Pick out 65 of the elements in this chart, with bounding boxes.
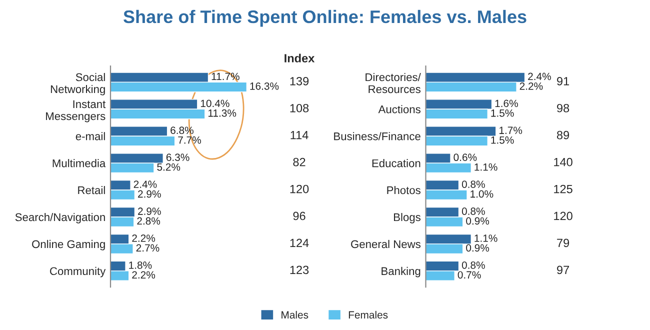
data-label: 1.5% <box>491 136 514 144</box>
y-tick-label: Business/Finance <box>334 132 420 140</box>
data-label: 0.9% <box>466 244 490 252</box>
text: Share of Time Spent Online: Females vs. Males <box>124 10 526 27</box>
data-label: 1.1% <box>474 163 498 171</box>
data-label: 2.2% <box>520 82 543 90</box>
legend-label: Males <box>282 310 308 319</box>
data-label: 1.6% <box>495 100 518 108</box>
legend-label: Females <box>348 310 388 319</box>
data-label: 0.6% <box>454 154 477 162</box>
text: 82 <box>293 158 306 166</box>
text: 96 <box>293 212 306 220</box>
text: 79 <box>557 238 570 248</box>
data-label: 5.2% <box>157 163 180 171</box>
y-tick-label: Photos <box>387 186 420 194</box>
data-label: 1.8% <box>129 261 152 269</box>
data-label: 2.2% <box>132 234 156 242</box>
y-tick-label: Community <box>50 266 106 278</box>
text: 139 <box>290 76 309 86</box>
data-label: 2.9% <box>138 208 161 215</box>
data-label: 0.8% <box>462 180 485 188</box>
text: 89 <box>556 130 570 140</box>
text: 125 <box>554 184 572 194</box>
text: 91 <box>557 76 570 86</box>
data-label: 6.3% <box>166 154 190 162</box>
text: 123 <box>290 266 309 274</box>
data-label: 2.4% <box>528 72 551 80</box>
data-label: 2.8% <box>137 217 160 225</box>
data-label: 1.1% <box>474 234 498 242</box>
y-tick-label: Social Networking <box>50 72 105 96</box>
y-tick-label: Auctions <box>378 105 420 114</box>
data-label: 11.3% <box>208 109 236 117</box>
y-tick-label: Instant Messengers <box>46 100 106 122</box>
text: 140 <box>554 158 572 166</box>
data-label: 0.8% <box>462 261 485 269</box>
text: 120 <box>290 184 309 194</box>
data-label: 2.2% <box>132 271 156 279</box>
data-label: 1.5% <box>491 109 514 117</box>
data-label: 0.7% <box>458 271 481 279</box>
data-label: 10.4% <box>200 100 230 108</box>
y-tick-label: Banking <box>382 266 420 278</box>
y-tick-label: Education <box>372 159 420 168</box>
y-tick-label: Online Gaming <box>32 240 105 250</box>
y-tick-label: Multimedia <box>52 159 106 168</box>
data-label: 0.8% <box>462 208 485 215</box>
data-label: 2.9% <box>138 190 161 198</box>
text: Index <box>284 54 315 62</box>
y-tick-label: Search/Navigation <box>15 212 105 224</box>
text: 114 <box>290 131 308 140</box>
data-label: 2.4% <box>134 180 157 188</box>
text: 98 <box>557 104 570 112</box>
data-label: 2.7% <box>136 244 160 252</box>
y-tick-label: Retail <box>78 186 105 194</box>
data-label: 1.0% <box>470 190 494 198</box>
data-label: 0.9% <box>466 217 490 225</box>
y-tick-label: Blogs <box>394 212 420 224</box>
y-tick-label: General News <box>351 240 420 248</box>
y-tick-label: e-mail <box>76 132 105 140</box>
data-label: 1.7% <box>499 126 522 134</box>
text: 120 <box>554 212 572 220</box>
text: 108 <box>290 104 309 112</box>
y-tick-label: Directories/ Resources <box>366 72 421 94</box>
data-label: 16.3% <box>250 82 279 90</box>
text: 124 <box>290 238 309 248</box>
text: 97 <box>557 266 570 274</box>
